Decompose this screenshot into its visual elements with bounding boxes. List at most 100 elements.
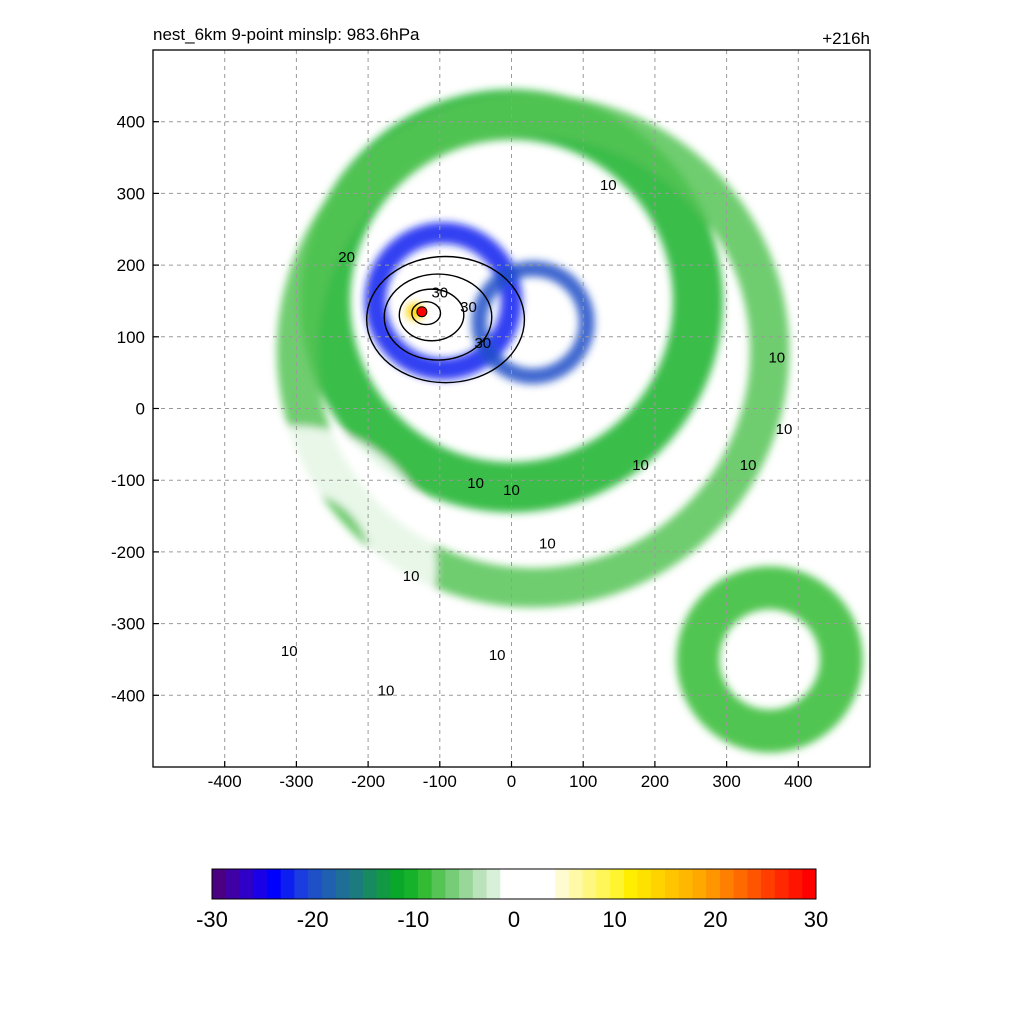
colorbar-tick-label: -30 [196,907,228,932]
colorbar-cell [445,869,460,899]
x-tick-label: -300 [279,772,313,791]
colorbar-tick-label: -20 [297,907,329,932]
colorbar-cell [500,869,515,899]
x-tick-label: 0 [507,772,516,791]
contour-label: 10 [489,647,506,664]
colorbar-cell [376,869,391,899]
colorbar-cell [527,869,542,899]
fill-region-outer-spiral [276,94,790,608]
contour-ring [398,288,465,342]
contour-lines [365,255,526,384]
colorbar-cell [747,869,762,899]
colorbar-cell [308,869,323,899]
contour-label: 10 [403,568,420,585]
storm-center-marker [416,306,428,318]
x-axis: -400 -300 -200 -100 0 100 200 300 400 [208,761,812,791]
chart-title: nest_6km 9-point minslp: 983.6hPa [153,25,420,44]
x-tick-label: 100 [569,772,597,791]
colorbar-tick-label: 10 [602,907,626,932]
colorbar-tick-label: 0 [508,907,520,932]
colorbar-cell [555,869,570,899]
contour-label: 20 [338,249,355,266]
x-tick-label: -100 [423,772,457,791]
contour-ring [383,273,493,361]
colorbar-cell [514,869,529,899]
y-tick-label: -400 [111,686,145,705]
contour-labels: 10 20 30 30 30 10 10 10 10 10 10 10 10 10 10 10 [281,177,792,699]
colorbar-cell [719,869,735,899]
y-axis: 400 300 200 100 0 -100 -200 -300 -400 [111,113,159,705]
y-tick-label: 100 [117,328,145,347]
contour-label: 30 [431,285,448,302]
colorbar-cell [294,869,309,899]
contour-label: 10 [776,421,793,438]
contour-label: 10 [768,349,785,366]
storm-center [416,306,428,318]
colorbar-cell [678,869,693,899]
fill-region-southeast-band [676,566,863,753]
x-tick-label: 200 [641,772,669,791]
colorbar-cell [212,869,227,899]
colorbar-cell [239,869,254,899]
colorbar-cell [761,869,776,899]
colorbar-cell [788,869,803,899]
forecast-hour-label: +216h [822,29,870,48]
colorbar-cell [266,869,282,899]
contour-label: 10 [600,177,617,194]
y-tick-label: 200 [117,256,145,275]
colorbar-tick-label: -10 [397,907,429,932]
colorbar-cell [349,869,364,899]
colorbar-cell [774,869,790,899]
contour-label: 10 [503,482,520,499]
colorbar-tick-label: 30 [804,907,828,932]
colorbar-cell [390,869,405,899]
contour-label: 10 [378,683,395,700]
colorbar-tick-label: 20 [703,907,727,932]
contour-label: 30 [474,335,491,352]
colorbar-cell [280,869,295,899]
colorbar-cell [706,869,721,899]
colorbar-frame [211,868,817,900]
contour-label: 10 [632,457,649,474]
contour-label: 10 [539,536,556,553]
colorbar-cell [541,869,556,899]
colorbar-cell [472,869,488,899]
y-tick-label: 400 [117,113,145,132]
x-tick-label: -200 [351,772,385,791]
y-tick-label: -300 [111,615,145,634]
y-tick-label: 0 [136,400,145,419]
colorbar [211,868,817,900]
x-tick-label: -400 [208,772,242,791]
colorbar-cell [486,869,501,899]
colorbar-cell [253,869,268,899]
contour-label: 10 [740,457,757,474]
colorbar-cell [417,869,433,899]
colorbar-cell [431,869,446,899]
colorbar-cell [665,869,680,899]
x-tick-label: 400 [784,772,812,791]
colorbar-cell [321,869,337,899]
colorbar-cell [582,869,597,899]
contour-label: 30 [460,299,477,316]
plot-area: 10 20 30 30 30 10 10 10 10 10 10 10 10 10 10 10 [153,50,870,767]
colorbar-cell [568,869,584,899]
colorbar-cell [225,869,240,899]
contour-label: 10 [281,643,298,660]
colorbar-cell [692,869,707,899]
y-tick-label: -200 [111,543,145,562]
colorbar-cell [733,869,748,899]
colorbar-ticks: -30 -20 -10 0 10 20 30 [196,907,828,932]
colorbar-cell [363,869,378,899]
x-tick-label: 300 [712,772,740,791]
colorbar-cell [335,869,350,899]
colorbar-cell [651,869,666,899]
fill-region-east-band [471,260,595,385]
contour-ring [411,300,442,326]
contour-label: 10 [467,475,484,492]
contour-ring [365,255,526,384]
colorbar-cell [459,869,474,899]
colorbar-cell [623,869,639,899]
colorbar-cell [596,869,611,899]
colorbar-cell [610,869,625,899]
